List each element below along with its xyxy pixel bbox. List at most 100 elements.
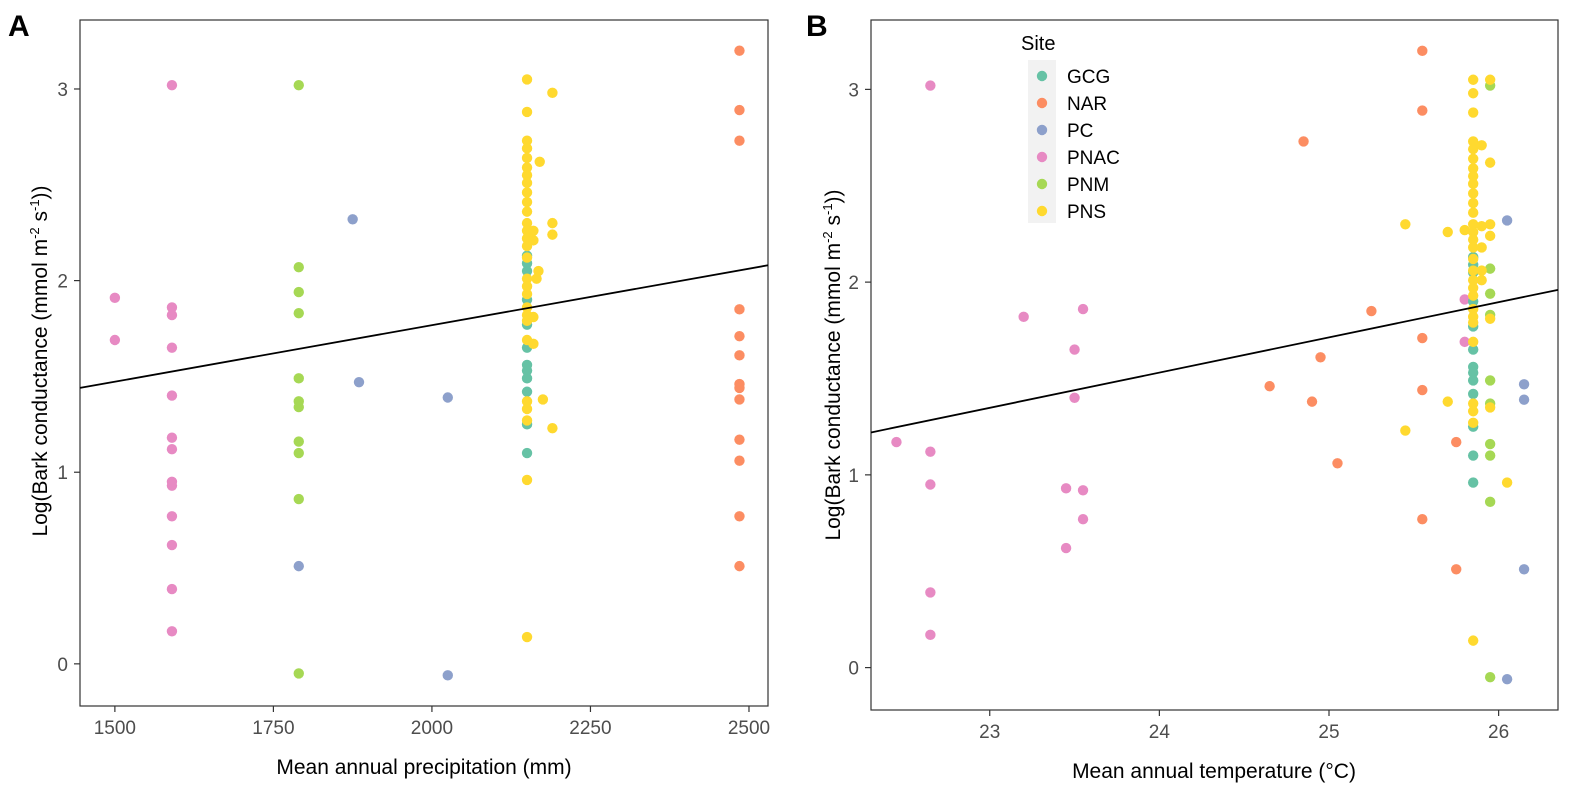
- panel-a-ylabel-end: )): [29, 185, 52, 199]
- legend-entries: GCG NAR PC PNAC PNM PNS: [1036, 67, 1120, 223]
- panel-b-point-pns: [1476, 274, 1487, 286]
- panel-a-point-pc: [347, 214, 358, 225]
- panel-a-x-tick-label: 2000: [411, 718, 453, 739]
- panel-b-point-pns: [1467, 207, 1479, 218]
- panel-b-point-nar: [1417, 45, 1428, 57]
- panel-a-ylabel-sup2: -1: [27, 199, 42, 211]
- panel-b-point-pns: [1467, 188, 1479, 199]
- panel-a-y-tick-label: 0: [57, 655, 68, 676]
- panel-a-x-tick-label: 1500: [94, 718, 136, 739]
- panel-a-point-pc: [442, 392, 453, 403]
- panel-a-point-pnm: [293, 373, 304, 384]
- panel-a-point-pc: [293, 560, 304, 572]
- panel-a-point-nar: [734, 104, 745, 116]
- panel-b-point-nar: [1366, 305, 1377, 317]
- panel-a-point-pnm: [293, 447, 304, 459]
- panel-b-point-nar: [1298, 136, 1309, 147]
- panel-b-point-pns: [1442, 396, 1453, 407]
- panel-b-y-tick-label: 3: [848, 80, 859, 101]
- panel-b-point-nar: [1417, 513, 1428, 525]
- panel-a-point-gcg: [521, 265, 533, 277]
- legend-key-pns: [1036, 205, 1048, 217]
- panel-b-point-pnm: [1484, 288, 1496, 299]
- panel-a-point-nar: [734, 330, 745, 342]
- panel-a-point-pnm: [293, 401, 304, 413]
- panel-a-point-pns: [547, 87, 558, 99]
- panel-a-point-pns: [521, 281, 533, 292]
- panel-b-point-pns: [1467, 406, 1479, 417]
- panel-a-x-axis-title: Mean annual precipitation (mm): [276, 756, 571, 779]
- panel-a-point-pnac: [166, 309, 178, 321]
- panel-b-point-pns: [1467, 136, 1479, 147]
- panel-a-point-pns: [521, 106, 533, 118]
- panel-b-plot-area: [870, 19, 1559, 711]
- panel-a-point-pnac: [109, 334, 121, 346]
- panel-b-point-pns: [1467, 163, 1479, 174]
- panel-b-point-pnm: [1484, 438, 1496, 450]
- legend-key-pc: [1036, 124, 1048, 136]
- legend-key-pnac: [1036, 151, 1048, 163]
- panel-a-point-pns: [547, 422, 558, 434]
- panel-a-y-tick-label: 1: [57, 463, 68, 484]
- panel-b-point-pns: [1467, 88, 1479, 99]
- panel-a-point-pnm: [293, 79, 304, 91]
- panel-a-point-pns: [521, 162, 533, 173]
- panel-b-point-nar: [1306, 396, 1318, 407]
- panel-b-point-pns: [1484, 230, 1496, 242]
- panel-b-point-pns: [1484, 74, 1496, 85]
- panel-b-point-pns: [1476, 265, 1487, 276]
- panel-b-point-pns: [1467, 153, 1479, 164]
- panel-b-point-nar: [1264, 381, 1275, 392]
- panel-a: A 1500 1750 2000 2250 2500 0 1 2 3 Mean annual p…: [8, 10, 770, 779]
- panel-b-point-pns: [1467, 635, 1479, 646]
- panel-b-point-pns: [1467, 143, 1479, 155]
- panel-a-point-pns: [528, 338, 539, 350]
- panel-a-letter: A: [8, 10, 30, 43]
- panel-a-point-pnm: [293, 436, 304, 447]
- panel-b-point-pns: [1467, 242, 1479, 253]
- panel-a-point-pnac: [166, 79, 178, 91]
- panel-b-x-tick-label: 25: [1318, 722, 1339, 743]
- panel-a-ylabel-main: Log(Bark conductance (mmol m: [29, 239, 52, 537]
- panel-b-point-pns: [1484, 313, 1496, 324]
- panel-b-point-nar: [1417, 105, 1428, 116]
- panel-b-x-tick-label: 26: [1488, 722, 1509, 743]
- panel-b-point-pc: [1501, 673, 1513, 685]
- panel-b-point-gcg: [1467, 375, 1479, 386]
- panel-b-point-pns: [1467, 336, 1479, 348]
- legend-label-pnm: PNM: [1067, 175, 1109, 196]
- panel-a-point-pnm: [293, 286, 304, 298]
- panel-a-point-gcg: [521, 373, 533, 384]
- panel-b-point-pnm: [1484, 450, 1496, 461]
- panel-b-point-nar: [1451, 564, 1462, 575]
- panel-b-point-pnm: [1484, 496, 1496, 508]
- panel-a-fit-line: [79, 264, 769, 389]
- panel-a-point-nar: [734, 434, 745, 445]
- panel-b-point-pns: [1484, 402, 1496, 413]
- panel-b-point-pns: [1467, 398, 1479, 409]
- legend-title: Site: [1021, 33, 1055, 55]
- panel-b-ylabel-sup1: -2: [820, 231, 835, 243]
- panel-b-point-nar: [1315, 352, 1326, 363]
- panel-b-point-pns: [1501, 477, 1513, 488]
- panel-b-point-pnac: [1459, 336, 1470, 348]
- panel-a-plot-frame: [79, 19, 769, 707]
- panel-b-point-pns: [1476, 221, 1487, 232]
- panel-a-point-pnac: [109, 292, 121, 304]
- panel-b-point-pnac: [1018, 311, 1029, 323]
- panel-a-point-nar: [734, 350, 745, 361]
- legend-label-pnac: PNAC: [1067, 148, 1120, 169]
- panel-a-point-pns: [521, 177, 533, 189]
- panel-b-point-pns: [1467, 107, 1479, 118]
- panel-a-point-pns: [521, 170, 533, 181]
- panel-b-point-pns: [1459, 224, 1470, 236]
- panel-b-point-nar: [1332, 458, 1343, 469]
- panel-a-point-pnm: [293, 493, 304, 505]
- panel-b-point-pnac: [925, 479, 936, 490]
- panel-a-point-pns: [547, 229, 558, 240]
- panel-b-point-pnac: [1077, 303, 1089, 315]
- legend: Site GCG NAR PC PNAC PNM PNS: [1021, 33, 1120, 223]
- panel-b-point-gcg: [1467, 477, 1479, 488]
- panel-b-point-pns: [1467, 219, 1479, 230]
